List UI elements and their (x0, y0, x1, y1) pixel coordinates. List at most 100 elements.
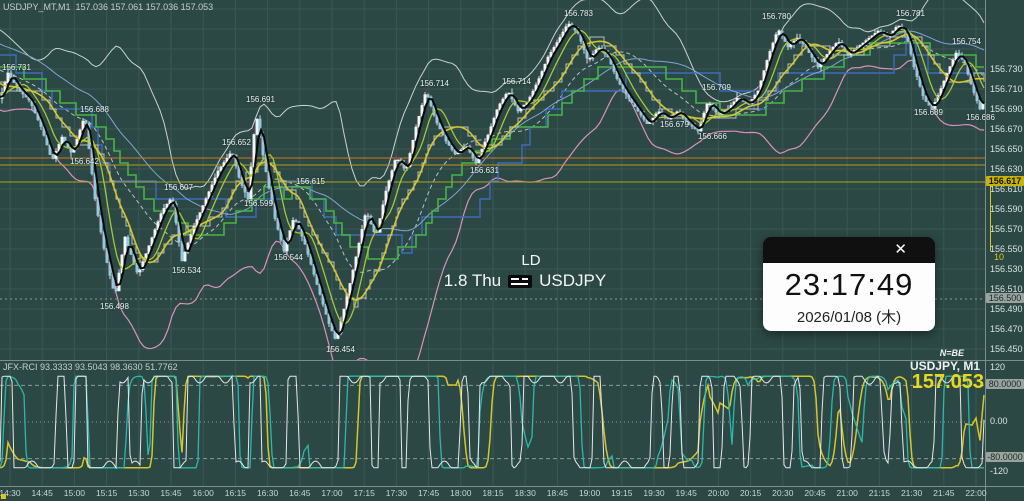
time-tick: 19:00 (578, 488, 601, 498)
indicator-axis-tick: -120 (990, 466, 1009, 476)
price-annotation: 156.783 (564, 9, 593, 18)
price-annotation: 156.754 (952, 37, 981, 46)
clock-body: 23:17:49 2026/01/08 (木) (763, 263, 935, 331)
panel-divider[interactable] (0, 360, 1024, 361)
time-tick: 20:45 (804, 488, 826, 498)
overlay-line2-left: 1.8 Thu (443, 271, 502, 290)
price-annotation: 156.454 (326, 345, 355, 354)
time-tick: 16:30 (256, 488, 279, 498)
price-annotation: 156.498 (100, 302, 129, 311)
time-tick: 15:45 (160, 488, 182, 498)
price-annotation: 156.714 (502, 77, 531, 86)
time-tick: 19:45 (675, 488, 697, 498)
overlay-line2: 1.8 Thu USDJPY (420, 271, 630, 291)
price-annotation: 156.666 (698, 132, 727, 141)
price-tick: 156.490 (990, 304, 1023, 314)
clock-time: 23:17:49 (784, 267, 914, 302)
distance-marker-line (990, 185, 991, 251)
time-tick: 16:15 (224, 488, 247, 498)
price-tick: 156.710 (990, 84, 1023, 94)
time-tick: 21:15 (868, 488, 891, 498)
indicator-axis-tick: -80.0000 (986, 452, 1024, 462)
price-annotation: 156.781 (896, 9, 925, 18)
time-tick: 21:45 (933, 488, 955, 498)
price-annotation: 156.688 (80, 105, 109, 114)
price-annotation: 156.642 (70, 157, 99, 166)
time-tick: 15:30 (128, 488, 150, 498)
time-tick: 15:00 (63, 488, 86, 498)
status-badge: N=BE (939, 348, 964, 358)
price-annotation: 156.534 (172, 266, 201, 275)
price-tick: 156.670 (990, 124, 1023, 134)
ma-layer (0, 24, 985, 336)
round-level-tag: 156.500 (986, 293, 1024, 303)
mini-clock-icon (508, 274, 533, 288)
price-annotation: 156.615 (296, 177, 325, 186)
time-tick: 14:45 (31, 488, 53, 498)
session-overlay-label: LD 1.8 Thu USDJPY (420, 252, 630, 291)
time-tick: 16:45 (289, 488, 311, 498)
current-price-display: 157.053 (911, 371, 984, 393)
price-tick: 156.570 (990, 224, 1023, 234)
price-annotation: 156.691 (246, 95, 275, 104)
price-annotation: 156.780 (762, 12, 791, 21)
clock-titlebar[interactable]: ✕ (763, 237, 935, 263)
overlay-line1: LD (521, 252, 541, 269)
price-tick: 156.530 (990, 264, 1023, 274)
distance-label: 10 (994, 252, 1005, 262)
current-price-tag: 156.617 (986, 176, 1024, 186)
pair-timeframe-label: USDJPY, M1 (909, 359, 980, 373)
price-tick: 156.650 (990, 144, 1023, 154)
time-tick: 17:30 (385, 488, 408, 498)
time-tick: 14:30 (0, 488, 21, 498)
price-tick: 156.730 (990, 64, 1023, 74)
time-tick: 17:00 (321, 488, 343, 498)
time-axis[interactable]: 14:30 14:45 15:00 15:15 15:30 15:45 16:00 16:15… (0, 487, 1024, 501)
time-tick: 17:45 (417, 488, 440, 498)
close-icon[interactable]: ✕ (894, 241, 907, 258)
price-tick: 156.550 (990, 244, 1023, 254)
time-tick: 20:15 (739, 488, 762, 498)
overlay-line2-right: USDJPY (539, 271, 607, 290)
price-tick: 156.610 (990, 184, 1023, 194)
price-tick: 156.470 (990, 324, 1023, 334)
price-annotation: 156.731 (2, 63, 31, 72)
rci-indicator-panel[interactable] (0, 362, 985, 486)
indicator-axis-tick: 0.00 (990, 416, 1008, 426)
price-annotation: 156.652 (222, 138, 251, 147)
price-annotation: 156.714 (420, 79, 449, 88)
price-annotation: 156.689 (914, 108, 943, 117)
price-tick: 156.630 (990, 164, 1023, 174)
clock-date: 2026/01/08 (木) (796, 309, 902, 326)
chart-title: USDJPY_MT,M1 157.036 157.061 157.036 157… (3, 2, 214, 12)
price-annotation: 156.607 (164, 183, 193, 192)
time-tick: 20:30 (772, 488, 794, 498)
time-tick: 18:45 (546, 488, 569, 498)
time-tick: 21:30 (900, 488, 923, 498)
price-annotation: 156.679 (660, 120, 689, 129)
price-tick: 156.450 (990, 344, 1023, 354)
price-axis[interactable]: 156.730 156.710 156.690 156.670 156.650 156.6… (985, 0, 1024, 501)
time-tick: 20:00 (707, 488, 730, 498)
price-annotation: 156.709 (702, 83, 731, 92)
price-tick: 156.590 (990, 204, 1023, 214)
indicator-axis-tick: 120 (990, 362, 1006, 372)
time-tick: 18:15 (482, 488, 504, 498)
time-tick: 18:30 (514, 488, 536, 498)
time-tick: 22:00 (965, 488, 987, 498)
time-tick: 17:15 (353, 488, 375, 498)
price-tick: 156.510 (990, 284, 1023, 294)
time-tick: 19:15 (611, 488, 633, 498)
price-annotation: 156.686 (966, 113, 995, 122)
main-price-chart[interactable] (0, 0, 985, 361)
indicator-axis-tick: 80.0000 (986, 379, 1024, 389)
price-annotation: 156.631 (470, 166, 499, 175)
time-tick: 19:30 (643, 488, 665, 498)
clock-widget[interactable]: ✕ 23:17:49 2026/01/08 (木) (763, 237, 935, 331)
price-tick: 156.690 (990, 104, 1023, 114)
price-annotation: 156.599 (244, 199, 273, 208)
axis-divider (0, 486, 1024, 487)
scroll-marker (1, 494, 6, 499)
time-tick: 21:00 (836, 488, 858, 498)
